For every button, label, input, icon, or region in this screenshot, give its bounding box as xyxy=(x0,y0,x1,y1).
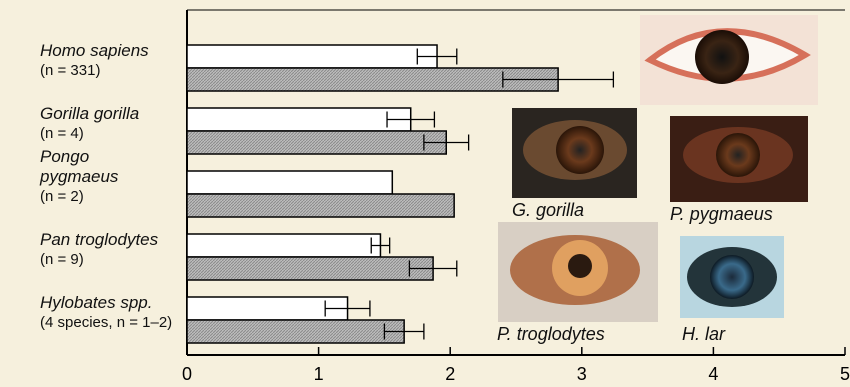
sample-size: (n = 4) xyxy=(40,124,190,144)
photo-caption: P. pygmaeus xyxy=(670,204,773,225)
bar xyxy=(187,131,446,154)
category-name: Hylobates spp. xyxy=(40,293,190,313)
photos xyxy=(498,15,818,322)
category-name: Gorilla gorilla xyxy=(40,104,190,124)
x-tick-label: 2 xyxy=(445,364,455,384)
category-name: Pongo pygmaeus xyxy=(40,147,135,187)
category-label: Homo sapiens(n = 331) xyxy=(40,41,190,81)
category-label: Pan troglodytes(n = 9) xyxy=(40,230,190,270)
sample-size: (n = 331) xyxy=(40,61,190,81)
bar xyxy=(187,171,392,194)
category-name: Homo sapiens xyxy=(40,41,190,61)
bar xyxy=(187,257,433,280)
bar xyxy=(187,297,348,320)
x-tick-label: 1 xyxy=(314,364,324,384)
bar xyxy=(187,45,437,68)
category-label: Gorilla gorilla(n = 4) xyxy=(40,104,190,144)
x-tick-label: 3 xyxy=(577,364,587,384)
photo-caption: P. troglodytes xyxy=(497,324,605,345)
bar xyxy=(187,234,380,257)
sample-size: (4 species, n = 1–2) xyxy=(40,313,190,333)
x-tick-label: 4 xyxy=(708,364,718,384)
photo-caption: H. lar xyxy=(682,324,725,345)
sample-size: (n = 2) xyxy=(40,187,190,207)
x-tick-label: 0 xyxy=(182,364,192,384)
bar xyxy=(187,320,404,343)
x-tick-label: 5 xyxy=(840,364,850,384)
category-label: Pongo pygmaeus(n = 2) xyxy=(40,147,190,207)
bar xyxy=(187,108,411,131)
category-label: Hylobates spp.(4 species, n = 1–2) xyxy=(40,293,190,333)
page: 0 1 2 3 4 5 Homo sapiens(n = 331) Gorilla gori… xyxy=(0,0,850,387)
bar xyxy=(187,194,454,217)
photo-caption: G. gorilla xyxy=(512,200,584,221)
sample-size: (n = 9) xyxy=(40,250,190,270)
category-name: Pan troglodytes xyxy=(40,230,190,250)
